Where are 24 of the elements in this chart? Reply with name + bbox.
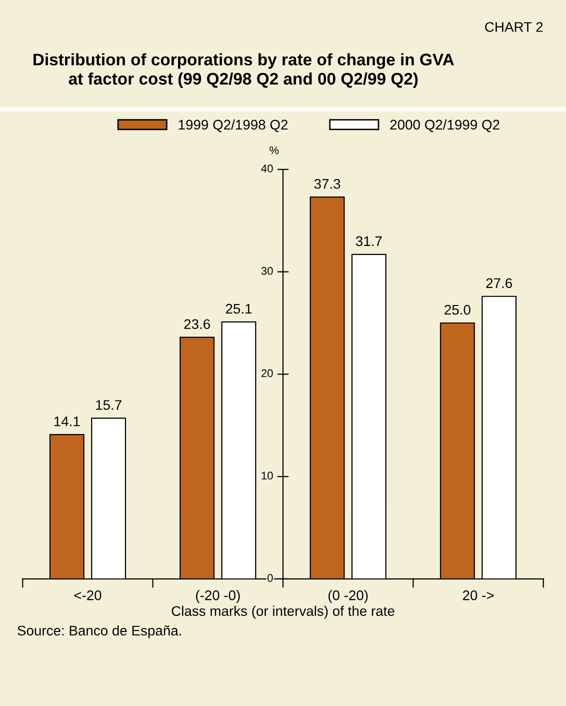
- x-axis-title: Class marks (or intervals) of the rate: [172, 606, 394, 619]
- legend-label: 2000 Q2/1999 Q2: [390, 119, 500, 132]
- data-label: 27.6: [486, 278, 512, 288]
- data-label: 23.6: [184, 319, 210, 330]
- data-label: 25.0: [444, 304, 470, 315]
- y-tick-label: 0: [268, 574, 273, 582]
- source-note: Source: Banco de España.: [18, 625, 181, 638]
- x-tick-label: <-20: [74, 590, 102, 600]
- data-label: 37.3: [314, 178, 340, 189]
- x-tick-label: (0 -20): [328, 590, 368, 603]
- data-label: 25.1: [226, 304, 252, 314]
- legend-label: 1999 Q2/1998 Q2: [178, 119, 288, 132]
- y-tick-label: 10: [262, 472, 273, 480]
- data-label: 15.7: [96, 400, 122, 410]
- chart-subtitle: CHART 2: [485, 22, 543, 32]
- data-label: 31.7: [356, 236, 382, 246]
- y-tick-label: 30: [261, 266, 273, 275]
- chart-title: Distribution of corporations by rate of change in GVA at factor cost (99 Q2/98 Q2 and 00 Q2/99 Q2): [34, 53, 454, 88]
- x-tick-label: 20 ->: [462, 590, 494, 600]
- y-tick-label: 40: [261, 164, 273, 172]
- y-axis-title: %: [270, 146, 279, 154]
- y-tick-label: 20: [261, 369, 273, 378]
- x-tick-label: (-20 -0): [196, 590, 240, 603]
- data-label: 14.1: [54, 416, 80, 426]
